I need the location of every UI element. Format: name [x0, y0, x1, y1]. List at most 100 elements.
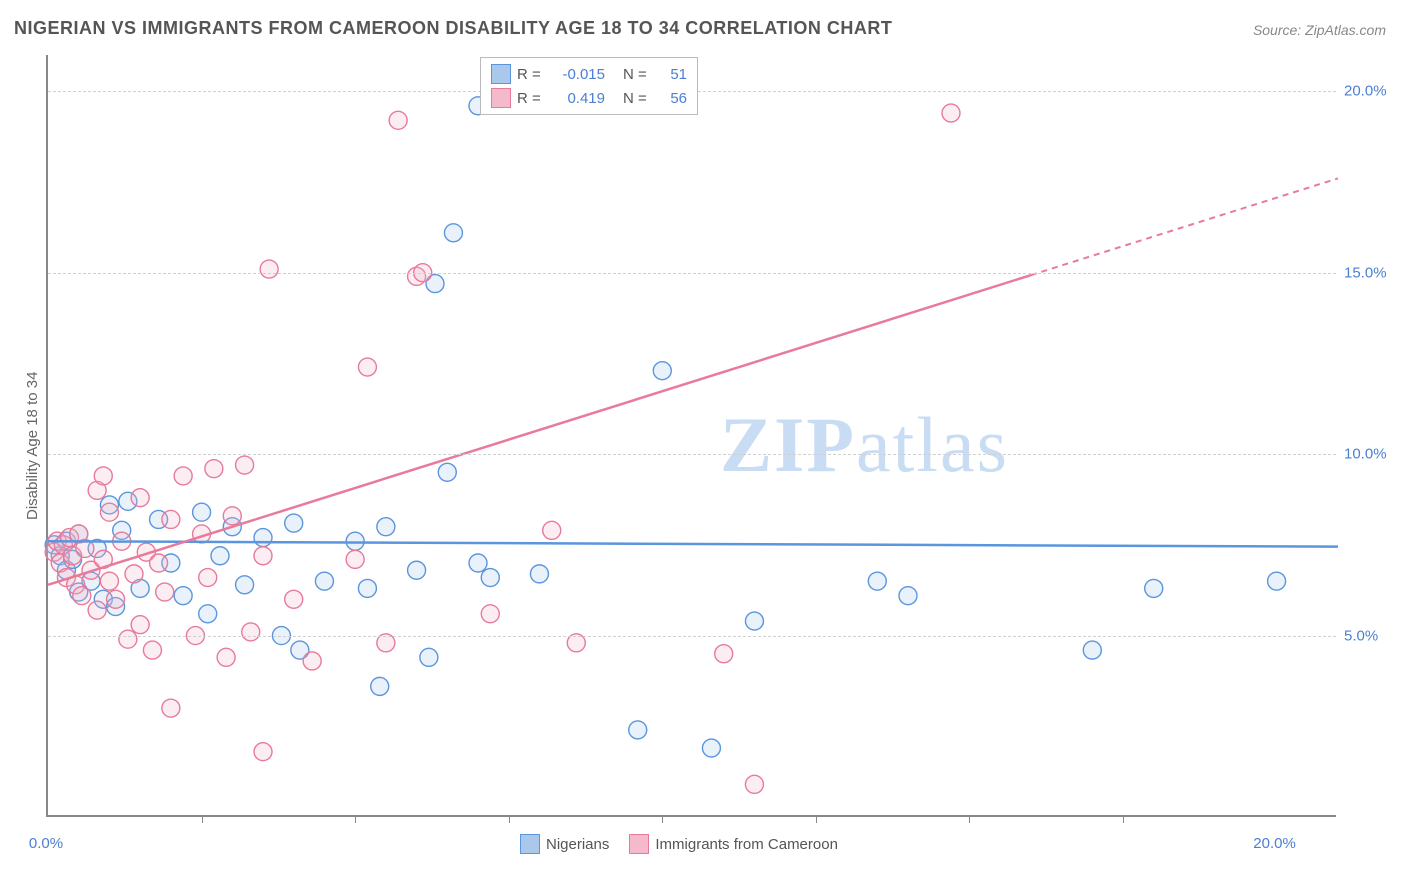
data-point — [73, 587, 91, 605]
x-tick — [355, 815, 356, 823]
legend-series: Nigerians Immigrants from Cameroon — [520, 834, 838, 854]
data-point — [236, 576, 254, 594]
data-point — [715, 645, 733, 663]
source-credit: Source: ZipAtlas.com — [1253, 22, 1386, 38]
data-point — [285, 590, 303, 608]
stat-n-value: 51 — [655, 66, 687, 83]
legend-swatch — [491, 88, 511, 108]
stat-label: N = — [623, 66, 649, 83]
gridline — [48, 636, 1336, 637]
data-point — [315, 572, 333, 590]
legend-swatch — [629, 834, 649, 854]
stat-label: N = — [623, 90, 649, 107]
data-point — [653, 362, 671, 380]
data-point — [254, 547, 272, 565]
legend-label: Immigrants from Cameroon — [655, 836, 838, 853]
data-point — [358, 579, 376, 597]
data-point — [1083, 641, 1101, 659]
data-point — [469, 554, 487, 572]
data-point — [481, 569, 499, 587]
y-tick-label: 10.0% — [1344, 446, 1387, 463]
x-tick — [662, 815, 663, 823]
data-point — [1268, 572, 1286, 590]
data-point — [254, 743, 272, 761]
data-point — [377, 518, 395, 536]
x-tick-label: 0.0% — [29, 835, 63, 852]
y-tick-label: 15.0% — [1344, 264, 1387, 281]
legend-stats-row: R = 0.419 N = 56 — [491, 86, 687, 110]
gridline — [48, 273, 1336, 274]
y-axis-title: Disability Age 18 to 34 — [24, 372, 41, 520]
legend-swatch — [520, 834, 540, 854]
data-point — [88, 601, 106, 619]
x-tick — [202, 815, 203, 823]
data-point — [174, 467, 192, 485]
data-point — [408, 561, 426, 579]
data-point — [205, 460, 223, 478]
data-point — [481, 605, 499, 623]
y-tick-label: 20.0% — [1344, 83, 1387, 100]
x-tick — [816, 815, 817, 823]
data-point — [745, 775, 763, 793]
data-point — [193, 503, 211, 521]
gridline — [48, 454, 1336, 455]
data-point — [156, 583, 174, 601]
data-point — [125, 565, 143, 583]
data-point — [358, 358, 376, 376]
data-point — [444, 224, 462, 242]
x-tick — [1123, 815, 1124, 823]
data-point — [371, 677, 389, 695]
data-point — [346, 532, 364, 550]
legend-item: Immigrants from Cameroon — [629, 834, 838, 854]
data-point — [143, 641, 161, 659]
x-tick — [969, 815, 970, 823]
regression-line — [48, 541, 1338, 546]
data-point — [199, 569, 217, 587]
data-point — [242, 623, 260, 641]
stat-label: R = — [517, 90, 543, 107]
data-point — [100, 503, 118, 521]
data-point — [303, 652, 321, 670]
data-point — [199, 605, 217, 623]
chart-title: NIGERIAN VS IMMIGRANTS FROM CAMEROON DIS… — [14, 18, 892, 39]
stat-r-value: 0.419 — [549, 90, 605, 107]
stat-label: R = — [517, 66, 543, 83]
data-point — [530, 565, 548, 583]
data-point — [217, 648, 235, 666]
data-point — [285, 514, 303, 532]
stat-r-value: -0.015 — [549, 66, 605, 83]
legend-label: Nigerians — [546, 836, 609, 853]
legend-item: Nigerians — [520, 834, 609, 854]
correlation-chart: NIGERIAN VS IMMIGRANTS FROM CAMEROON DIS… — [0, 0, 1406, 892]
data-point — [223, 507, 241, 525]
data-point — [702, 739, 720, 757]
data-point — [131, 616, 149, 634]
data-point — [236, 456, 254, 474]
data-point — [162, 699, 180, 717]
regression-line — [48, 275, 1031, 585]
data-point — [100, 572, 118, 590]
data-point — [389, 111, 407, 129]
legend-stats: R = -0.015 N = 51 R = 0.419 N = 56 — [480, 57, 698, 115]
x-tick — [509, 815, 510, 823]
y-tick-label: 5.0% — [1344, 627, 1378, 644]
data-point — [254, 529, 272, 547]
data-point — [131, 489, 149, 507]
data-point — [119, 630, 137, 648]
data-point — [346, 550, 364, 568]
data-point — [438, 463, 456, 481]
data-point — [543, 521, 561, 539]
data-point — [1145, 579, 1163, 597]
data-point — [260, 260, 278, 278]
data-point — [629, 721, 647, 739]
data-point — [162, 510, 180, 528]
data-point — [150, 554, 168, 572]
stat-n-value: 56 — [655, 90, 687, 107]
legend-stats-row: R = -0.015 N = 51 — [491, 62, 687, 86]
plot-area — [46, 55, 1336, 817]
x-tick-label: 20.0% — [1253, 835, 1296, 852]
data-point — [942, 104, 960, 122]
regression-line-dashed — [1031, 178, 1338, 275]
data-point — [899, 587, 917, 605]
data-point — [174, 587, 192, 605]
